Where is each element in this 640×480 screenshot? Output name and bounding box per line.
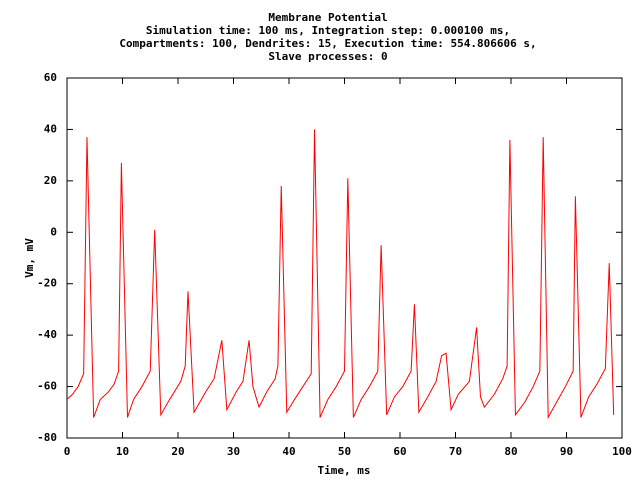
y-tick-label: -20	[37, 277, 57, 290]
chart-title: Slave processes: 0	[268, 50, 387, 63]
y-tick-label: -80	[37, 431, 57, 444]
x-axis-label: Time, ms	[318, 464, 371, 477]
chart-title: Simulation time: 100 ms, Integration ste…	[146, 24, 510, 37]
y-tick-label: -60	[37, 380, 57, 393]
x-tick-label: 100	[612, 445, 632, 458]
x-tick-label: 40	[282, 445, 295, 458]
y-tick-label: -40	[37, 328, 57, 341]
x-tick-label: 50	[338, 445, 351, 458]
chart-title: Compartments: 100, Dendrites: 15, Execut…	[119, 37, 536, 50]
y-tick-label: 0	[50, 225, 57, 238]
y-tick-label: 20	[44, 174, 57, 187]
x-tick-label: 30	[227, 445, 240, 458]
y-tick-label: 40	[44, 122, 57, 135]
x-tick-label: 20	[171, 445, 184, 458]
x-tick-label: 80	[504, 445, 517, 458]
x-tick-label: 70	[449, 445, 462, 458]
x-tick-label: 10	[116, 445, 129, 458]
x-tick-label: 90	[560, 445, 573, 458]
y-tick-label: 60	[44, 71, 57, 84]
chart-title: Membrane Potential	[268, 11, 387, 24]
plot-border	[66, 77, 623, 439]
x-tick-label: 60	[393, 445, 406, 458]
data-line	[66, 129, 615, 420]
y-axis-label: Vm, mV	[23, 238, 36, 278]
x-tick-label: 0	[64, 445, 71, 458]
